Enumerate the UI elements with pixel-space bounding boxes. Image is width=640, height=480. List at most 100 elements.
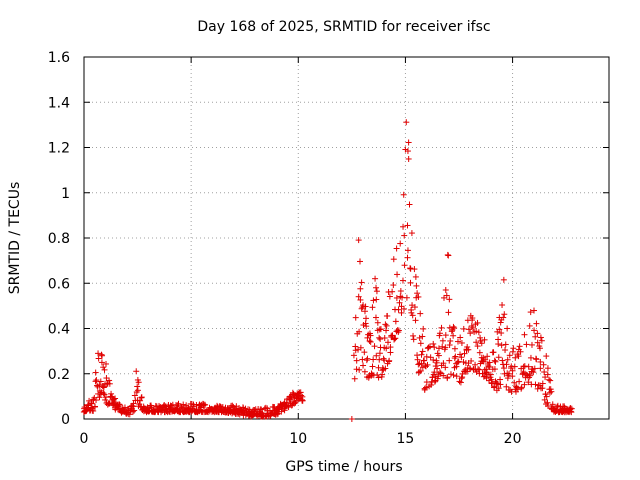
data-point xyxy=(411,304,418,311)
data-point xyxy=(503,361,510,368)
data-point xyxy=(491,366,498,373)
data-point xyxy=(464,368,471,375)
data-point xyxy=(398,303,405,310)
data-point xyxy=(372,275,379,282)
data-point xyxy=(453,373,460,380)
data-point xyxy=(382,321,389,328)
data-point xyxy=(436,330,443,337)
data-point xyxy=(438,324,445,331)
data-point xyxy=(446,342,453,349)
data-point xyxy=(549,401,556,408)
data-point xyxy=(298,392,305,399)
data-point xyxy=(417,367,424,374)
data-point xyxy=(367,338,374,345)
data-point xyxy=(357,344,364,351)
data-point xyxy=(420,325,427,332)
data-point xyxy=(103,360,110,367)
data-point xyxy=(554,402,561,409)
data-point xyxy=(399,277,406,284)
data-point xyxy=(401,232,408,239)
data-point xyxy=(531,307,538,314)
data-point xyxy=(299,397,306,404)
data-point xyxy=(477,334,484,341)
data-point xyxy=(362,303,369,310)
data-point xyxy=(518,385,525,392)
data-point xyxy=(404,148,411,155)
data-point xyxy=(541,396,548,403)
data-point xyxy=(397,240,404,247)
data-point xyxy=(387,349,394,356)
data-point xyxy=(381,334,388,341)
data-point xyxy=(423,353,430,360)
data-point xyxy=(358,279,365,286)
data-point xyxy=(521,363,528,370)
data-point xyxy=(411,266,418,273)
data-point xyxy=(509,373,516,380)
data-point xyxy=(262,404,269,411)
data-point xyxy=(363,315,370,322)
y-tick-labels: 0 0.2 0.4 0.6 0.8 1 1.2 1.4 1.6 xyxy=(48,50,70,428)
data-point xyxy=(476,349,483,356)
data-point xyxy=(419,333,426,340)
chart-title: Day 168 of 2025, SRMTID for receiver ifs… xyxy=(197,19,490,35)
data-point xyxy=(410,332,417,339)
data-point xyxy=(377,336,384,343)
data-point xyxy=(502,341,509,348)
data-point xyxy=(501,311,508,318)
data-point xyxy=(414,356,421,363)
data-point xyxy=(405,139,412,146)
data-point xyxy=(95,350,102,357)
data-point xyxy=(383,327,390,334)
data-point xyxy=(485,362,492,369)
data-point xyxy=(404,254,411,261)
data-point xyxy=(369,363,376,370)
x-tick-label: 20 xyxy=(504,431,522,447)
data-point xyxy=(533,356,540,363)
data-point xyxy=(424,361,431,368)
data-point xyxy=(93,397,100,404)
data-point xyxy=(403,119,410,126)
data-point xyxy=(474,343,481,350)
data-point xyxy=(98,359,105,366)
data-point xyxy=(475,366,482,373)
data-point xyxy=(568,405,575,412)
data-point xyxy=(412,317,419,324)
data-point xyxy=(446,296,453,303)
data-point xyxy=(202,401,209,408)
data-point xyxy=(479,370,486,377)
data-point xyxy=(408,309,415,316)
data-point xyxy=(513,383,520,390)
data-point xyxy=(384,312,391,319)
data-point xyxy=(130,403,137,410)
data-point xyxy=(506,370,513,377)
data-point xyxy=(108,390,115,397)
data-point xyxy=(504,356,511,363)
data-point xyxy=(357,285,364,292)
data-point xyxy=(387,344,394,351)
data-point xyxy=(126,411,133,418)
data-point xyxy=(531,365,538,372)
data-point xyxy=(548,388,555,395)
data-point xyxy=(393,245,400,252)
data-point xyxy=(370,356,377,363)
data-point xyxy=(450,332,457,339)
data-point xyxy=(530,369,537,376)
data-point xyxy=(359,356,366,363)
data-point xyxy=(425,344,432,351)
data-point xyxy=(174,402,181,409)
data-point xyxy=(373,288,380,295)
data-point xyxy=(506,352,513,359)
data-point xyxy=(567,405,574,412)
data-point xyxy=(275,410,282,417)
data-point xyxy=(541,369,548,376)
data-point xyxy=(494,380,501,387)
data-point xyxy=(476,366,483,373)
data-point xyxy=(483,366,490,373)
x-tick-label: 0 xyxy=(80,431,89,447)
data-point xyxy=(168,403,175,410)
data-point xyxy=(370,297,377,304)
data-point xyxy=(534,339,541,346)
data-point xyxy=(517,348,524,355)
data-point xyxy=(460,325,467,332)
data-point xyxy=(350,352,357,359)
